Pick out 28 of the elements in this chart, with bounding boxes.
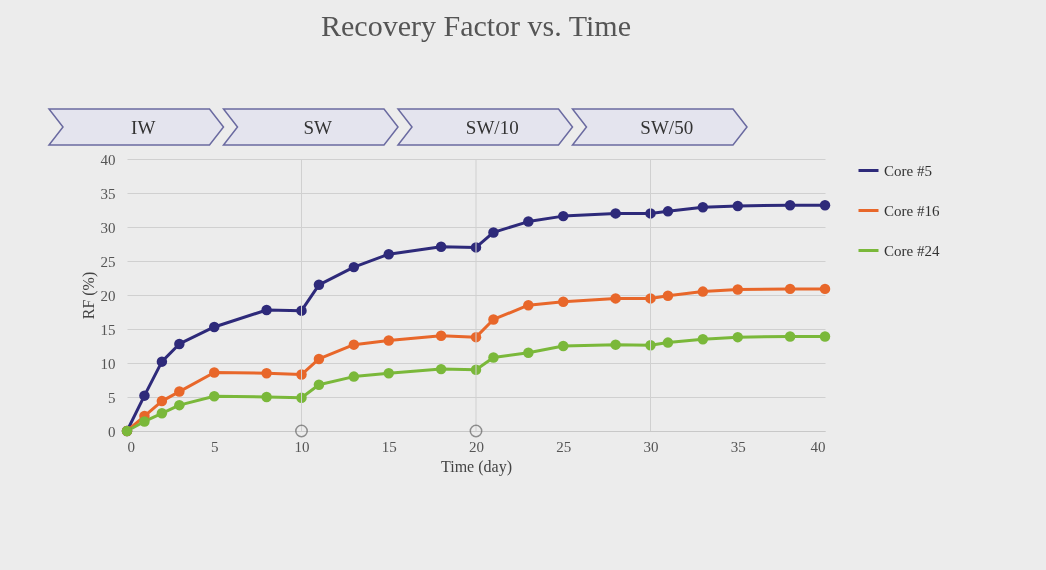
y-tick-label: 0 bbox=[108, 423, 116, 440]
x-tick-label: 0 bbox=[127, 438, 135, 455]
x-axis-title: Time (day) bbox=[441, 457, 512, 476]
legend-label: Core #5 bbox=[884, 162, 932, 179]
y-tick-label: 5 bbox=[108, 389, 116, 406]
x-tick-label: 15 bbox=[381, 438, 397, 455]
x-tick-label: 20 bbox=[469, 438, 484, 455]
x-tick-label: 5 bbox=[211, 438, 219, 455]
x-tick-label: 30 bbox=[643, 438, 659, 455]
x-tick-label: 35 bbox=[730, 438, 746, 455]
legend-label: Core #24 bbox=[884, 242, 940, 259]
y-tick-label: 35 bbox=[100, 185, 116, 202]
x-tick-label: 10 bbox=[294, 438, 310, 455]
x-tick-label: 25 bbox=[556, 438, 572, 455]
y-tick-label: 20 bbox=[100, 287, 116, 304]
y-tick-label: 30 bbox=[100, 219, 116, 236]
y-tick-label: 15 bbox=[100, 321, 116, 338]
y-axis-title: RF (%) bbox=[79, 271, 98, 320]
chart-title: Recovery Factor vs. Time bbox=[321, 9, 631, 42]
text: SW/50 bbox=[640, 116, 694, 138]
text: SW bbox=[303, 116, 333, 138]
y-tick-label: 10 bbox=[100, 355, 116, 372]
legend-label: Core #16 bbox=[884, 202, 940, 219]
text: IW bbox=[131, 116, 156, 138]
text: SW/10 bbox=[465, 116, 519, 138]
y-tick-label: 40 bbox=[100, 151, 116, 168]
x-tick-label: 40 bbox=[810, 438, 826, 455]
y-tick-label: 25 bbox=[100, 253, 116, 270]
